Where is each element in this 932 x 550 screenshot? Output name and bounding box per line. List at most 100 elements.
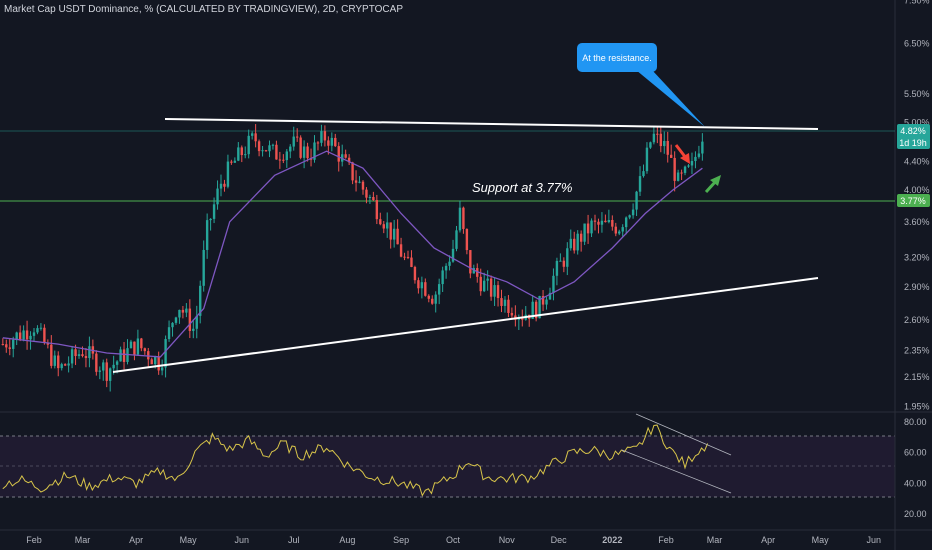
candle xyxy=(614,222,617,237)
candle xyxy=(261,145,264,157)
red-down-arrow xyxy=(674,144,690,164)
time-axis-label: May xyxy=(180,535,198,545)
resistance-callout[interactable]: At the resistance. xyxy=(577,43,705,127)
candle xyxy=(316,141,320,151)
price-axis-label: 2.35% xyxy=(904,345,930,355)
price-axis-label: 3.20% xyxy=(904,252,930,262)
candle xyxy=(431,295,434,305)
candle xyxy=(611,215,614,231)
candle xyxy=(250,131,254,140)
candle xyxy=(88,336,91,368)
candle xyxy=(618,229,621,236)
candle xyxy=(673,151,676,192)
green-up-arrow xyxy=(704,175,721,194)
candle xyxy=(133,341,136,361)
candle xyxy=(160,359,164,376)
candle xyxy=(254,124,257,148)
candle xyxy=(406,250,410,260)
candle xyxy=(15,331,18,346)
candle xyxy=(74,344,77,366)
candle xyxy=(583,223,586,246)
rsi-axis[interactable]: 80.00 60.00 40.00 20.00 xyxy=(904,417,927,519)
candle xyxy=(192,319,195,339)
time-axis[interactable]: Feb Mar Apr May Jun Jul Aug Sep Oct Nov Dec 2022 Feb… xyxy=(26,535,881,545)
candle xyxy=(84,348,88,368)
candle xyxy=(628,214,631,220)
support-annotation: Support at 3.77% xyxy=(472,180,572,195)
rsi-channel-lower xyxy=(621,449,732,494)
candle xyxy=(53,350,56,369)
candle xyxy=(12,336,15,358)
price-axis-label: 2.60% xyxy=(904,315,930,325)
candle xyxy=(586,214,590,244)
time-axis-label: Nov xyxy=(499,535,516,545)
candle xyxy=(174,316,178,325)
resistance-trendline xyxy=(164,118,819,130)
time-axis-label: Jul xyxy=(288,535,300,545)
candle xyxy=(552,268,555,301)
candle xyxy=(576,230,579,255)
candle xyxy=(323,125,327,147)
time-axis-label: Dec xyxy=(551,535,568,545)
time-axis-label: Jun xyxy=(235,535,250,545)
price-axis-label: 3.60% xyxy=(904,217,930,227)
time-axis-label: Mar xyxy=(707,535,723,545)
support-price-tag[interactable]: 3.77% xyxy=(897,194,930,207)
candle xyxy=(690,152,694,175)
candle xyxy=(659,126,663,153)
last-price-value: 4.82% xyxy=(900,126,926,136)
candle xyxy=(663,131,666,154)
countdown-value: 1d 19h xyxy=(899,138,927,148)
last-price-tag[interactable]: 4.82% 1d 19h xyxy=(897,124,930,149)
price-axis-label: 4.00% xyxy=(904,185,930,195)
candle xyxy=(531,294,534,319)
candle xyxy=(39,323,43,331)
candle xyxy=(185,303,188,318)
candle xyxy=(590,218,593,238)
candle xyxy=(503,296,507,313)
candle xyxy=(573,231,576,254)
time-axis-label: Apr xyxy=(761,535,775,545)
candle xyxy=(358,176,361,184)
candle xyxy=(223,179,226,192)
candle xyxy=(555,257,559,286)
candle xyxy=(559,253,562,262)
candle xyxy=(669,144,673,159)
candle xyxy=(306,142,309,162)
candle xyxy=(230,159,233,165)
candle xyxy=(122,342,126,370)
candle xyxy=(8,338,11,356)
candle xyxy=(18,325,22,342)
time-axis-label: Aug xyxy=(339,535,355,545)
candle xyxy=(46,339,50,349)
candle xyxy=(621,224,624,237)
time-axis-label: 2022 xyxy=(602,535,622,545)
candle xyxy=(271,143,275,150)
candle xyxy=(368,194,372,204)
candle xyxy=(25,320,29,350)
candle xyxy=(98,366,101,380)
candle xyxy=(649,141,652,149)
candle xyxy=(77,349,81,359)
candle xyxy=(257,139,261,157)
candle xyxy=(462,206,465,234)
price-axis[interactable]: 7.50% 6.50% 5.50% 5.00% 4.40% 4.00% 3.60% 3.20%… xyxy=(904,0,930,412)
candle xyxy=(247,129,250,159)
candle xyxy=(143,347,147,355)
candle xyxy=(91,339,95,360)
candle xyxy=(666,131,669,163)
candle xyxy=(43,324,46,345)
candle xyxy=(365,187,368,204)
candle xyxy=(399,237,403,258)
callout-text: At the resistance. xyxy=(582,53,652,63)
price-axis-label: 2.90% xyxy=(904,282,930,292)
candle xyxy=(638,166,642,196)
candle xyxy=(413,265,417,284)
candle xyxy=(22,325,25,342)
moving-average-line xyxy=(2,150,703,358)
chart-title: Market Cap USDT Dominance, % (CALCULATED… xyxy=(4,4,403,15)
candle xyxy=(579,230,583,252)
time-axis-label: Apr xyxy=(129,535,143,545)
candle xyxy=(697,145,701,159)
